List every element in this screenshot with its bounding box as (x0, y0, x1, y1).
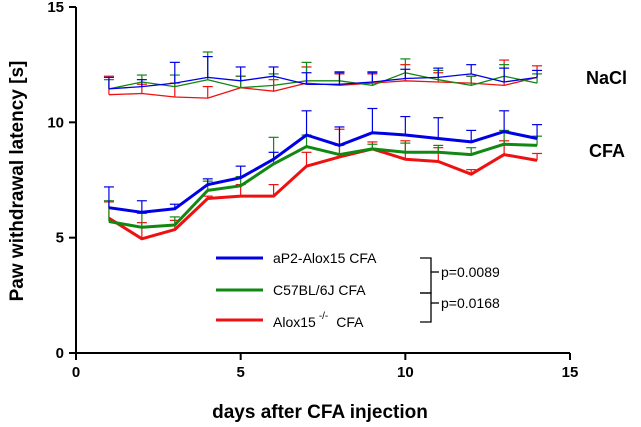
pvalue-lower: p=0.0168 (441, 295, 500, 311)
series-layer (103, 51, 543, 241)
series-c57bl-6j-cfa (103, 129, 543, 229)
legend-label-c57bl6j: C57BL/6J CFA (273, 282, 366, 298)
pvalue-upper: p=0.0089 (441, 264, 500, 280)
line-ap2-alox15-cfa (108, 130, 538, 214)
group-label-cfa: CFA (589, 141, 625, 161)
line-alox15 (108, 147, 538, 241)
x-tick-label-2: 10 (397, 364, 414, 381)
legend-label-alox15-ko: Alox15 -/- CFA (273, 311, 364, 330)
legend-label-ap2-alox15: aP2-Alox15 CFA (273, 250, 377, 266)
significance-brackets: p=0.0089 p=0.0168 (420, 257, 500, 323)
y-axis-title: Paw withdrawal latency [s] (7, 61, 28, 302)
line-c57bl-6j-cfa (108, 142, 538, 229)
legend-label-alox15-sup: -/- (319, 311, 328, 322)
group-label-nacl: NaCl (586, 68, 627, 88)
y-tick-label-0: 0 (56, 345, 64, 362)
ticks-layer: 0 5 10 15 0 5 10 15 (47, 0, 578, 381)
y-tick-label-1: 5 (56, 230, 64, 247)
series-alox15 (103, 128, 543, 241)
x-tick-label-3: 15 (562, 364, 579, 381)
legend: aP2-Alox15 CFA C57BL/6J CFA Alox15 -/- CFA (216, 250, 377, 330)
legend-label-alox15-suffix: CFA (336, 314, 364, 330)
series-alox15-nacl (103, 59, 543, 99)
y-tick-label-3: 15 (47, 0, 64, 16)
line-ap2-alox15-nacl (108, 73, 538, 90)
x-tick-label-0: 0 (72, 364, 80, 381)
axes (75, 7, 570, 354)
bracket-lower (420, 292, 432, 323)
x-tick-label-1: 5 (236, 364, 244, 381)
bracket-upper (420, 257, 432, 294)
line-c57bl-6j-nacl (108, 72, 538, 90)
y-tick-label-2: 10 (47, 114, 64, 131)
legend-label-alox15-base: Alox15 (273, 314, 316, 330)
x-axis-title: days after CFA injection (212, 402, 428, 423)
series-ap2-alox15-cfa (103, 107, 543, 214)
series-ap2-alox15-nacl (103, 55, 543, 90)
